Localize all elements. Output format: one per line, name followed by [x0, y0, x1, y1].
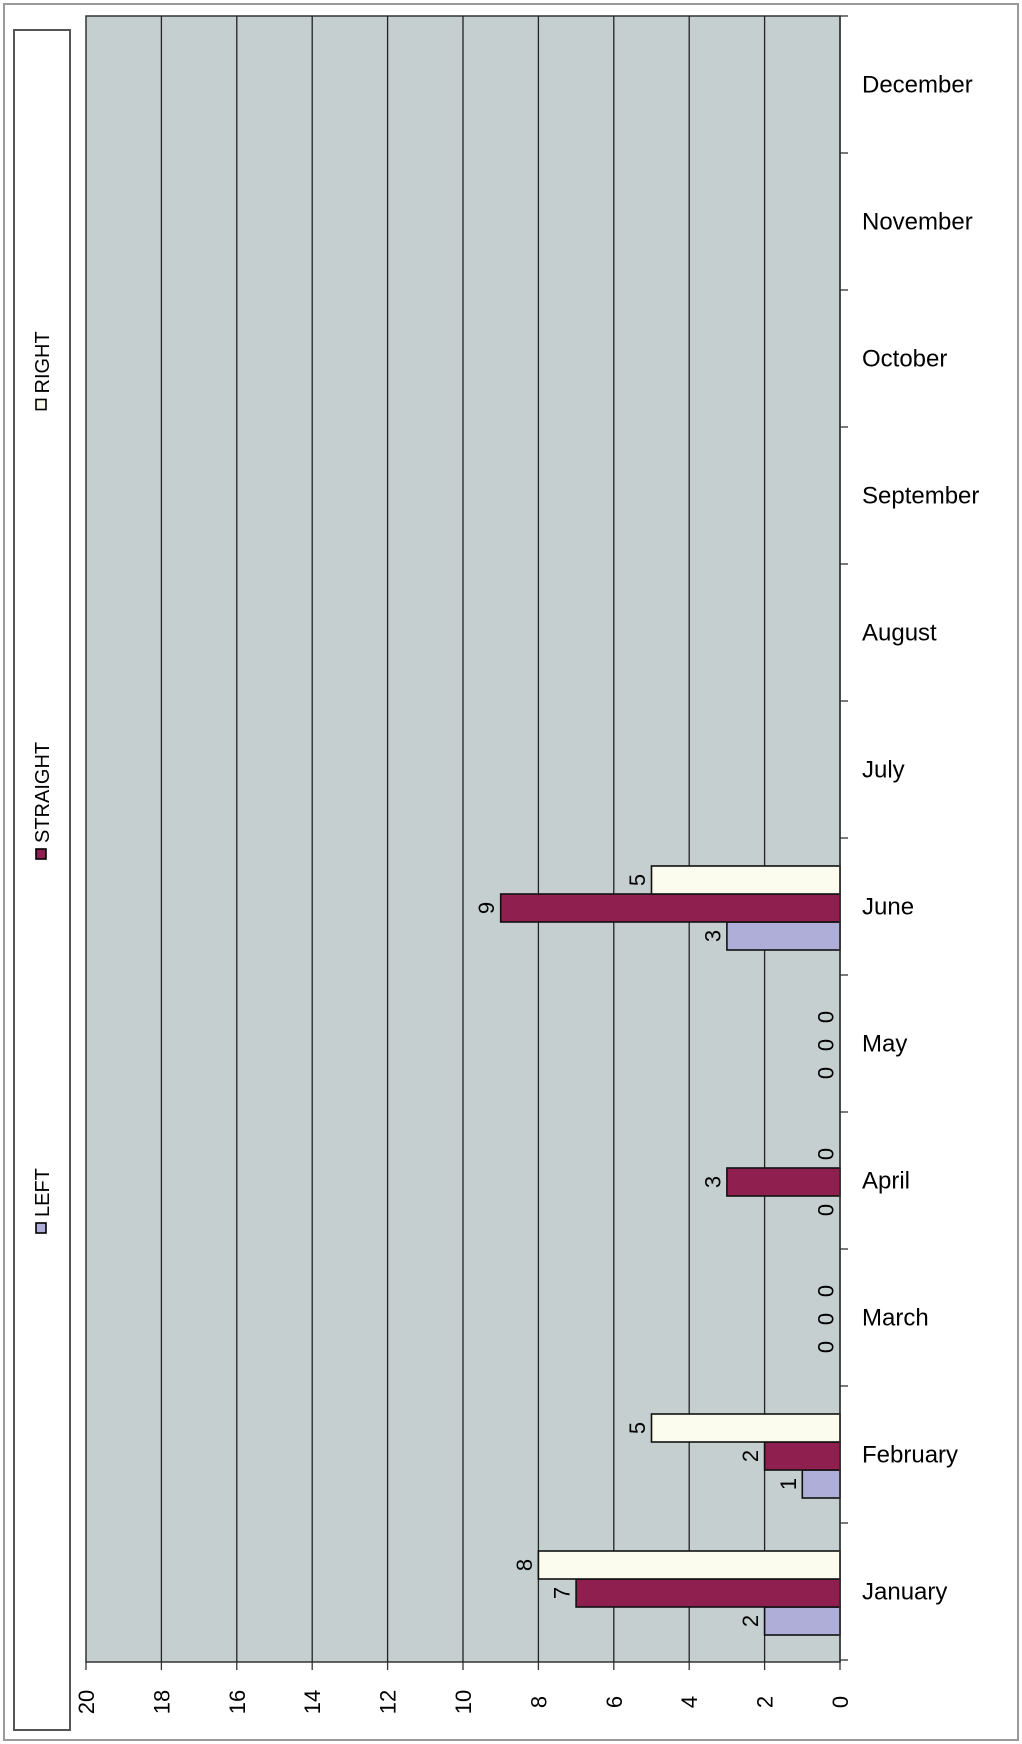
- bar-left-january: [763, 1606, 841, 1636]
- bar-straight-june: [499, 893, 841, 923]
- gridlines: [160, 16, 766, 1662]
- data-label-straight-may: 0: [814, 1039, 839, 1051]
- data-label-left-march: 0: [814, 1341, 839, 1353]
- legend: LEFT STRAIGHT RIGHT: [32, 331, 54, 1234]
- data-label-right-june: 5: [625, 874, 650, 886]
- value-tick-label: 0: [828, 1696, 853, 1708]
- data-label-left-may: 0: [814, 1067, 839, 1079]
- data-label-right-january: 8: [512, 1559, 537, 1571]
- data-label-straight-march: 0: [814, 1313, 839, 1325]
- legend-label-straight: STRAIGHT: [32, 742, 54, 843]
- value-tick-label: 6: [602, 1696, 627, 1708]
- legend-swatch-left: [35, 1222, 47, 1234]
- data-label-left-june: 3: [700, 930, 725, 942]
- data-label-left-january: 2: [738, 1615, 763, 1627]
- data-label-straight-february: 2: [738, 1450, 763, 1462]
- category-label-march: March: [862, 1305, 929, 1332]
- value-tick-label: 12: [376, 1690, 401, 1714]
- category-label-may: May: [862, 1031, 907, 1058]
- data-label-straight-january: 7: [550, 1587, 575, 1599]
- data-label-right-march: 0: [814, 1285, 839, 1297]
- value-tick-label: 16: [225, 1690, 250, 1714]
- value-tick-label: 4: [677, 1696, 702, 1708]
- category-label-february: February: [862, 1442, 958, 1469]
- category-label-july: July: [862, 757, 905, 784]
- value-tick-label: 2: [753, 1696, 778, 1708]
- data-label-straight-april: 3: [700, 1176, 725, 1188]
- category-label-june: June: [862, 894, 914, 921]
- value-tick-label: 14: [300, 1690, 325, 1714]
- value-tick-label: 18: [149, 1690, 174, 1714]
- bar-right-january: [537, 1550, 841, 1580]
- category-label-january: January: [862, 1579, 947, 1606]
- data-label-right-february: 5: [625, 1422, 650, 1434]
- bar-right-june: [650, 865, 841, 895]
- data-labels: 2 7 8 1 2 5 0 0 0 0 3 0 0 0 0 3 9 5: [474, 874, 838, 1627]
- bar-right-february: [650, 1413, 841, 1443]
- legend-label-right: RIGHT: [32, 331, 54, 393]
- legend-swatch-straight: [35, 848, 47, 860]
- data-label-left-april: 0: [814, 1204, 839, 1216]
- value-tick-label: 10: [451, 1690, 476, 1714]
- data-label-left-february: 1: [776, 1478, 801, 1490]
- legend-label-left: LEFT: [32, 1168, 54, 1217]
- data-label-right-may: 0: [814, 1011, 839, 1023]
- category-label-november: November: [862, 209, 973, 236]
- legend-box: [13, 29, 71, 1731]
- bar-left-february: [801, 1469, 841, 1499]
- data-label-straight-june: 9: [474, 902, 499, 914]
- bar-straight-january: [575, 1578, 841, 1608]
- category-label-december: December: [862, 72, 973, 99]
- bar-straight-april: [726, 1167, 841, 1197]
- category-label-october: October: [862, 346, 947, 373]
- value-tick-label: 20: [74, 1690, 99, 1714]
- value-tick-label: 8: [526, 1696, 551, 1708]
- data-label-right-april: 0: [814, 1148, 839, 1160]
- bar-straight-february: [763, 1441, 841, 1471]
- bar-left-june: [726, 921, 841, 951]
- legend-swatch-right: [35, 398, 47, 411]
- bars: [499, 865, 841, 1636]
- axes: 02468101214161820JanuaryFebruaryMarchApr…: [74, 15, 979, 1714]
- category-label-august: August: [862, 620, 937, 647]
- category-label-september: September: [862, 483, 979, 510]
- category-label-april: April: [862, 1168, 910, 1195]
